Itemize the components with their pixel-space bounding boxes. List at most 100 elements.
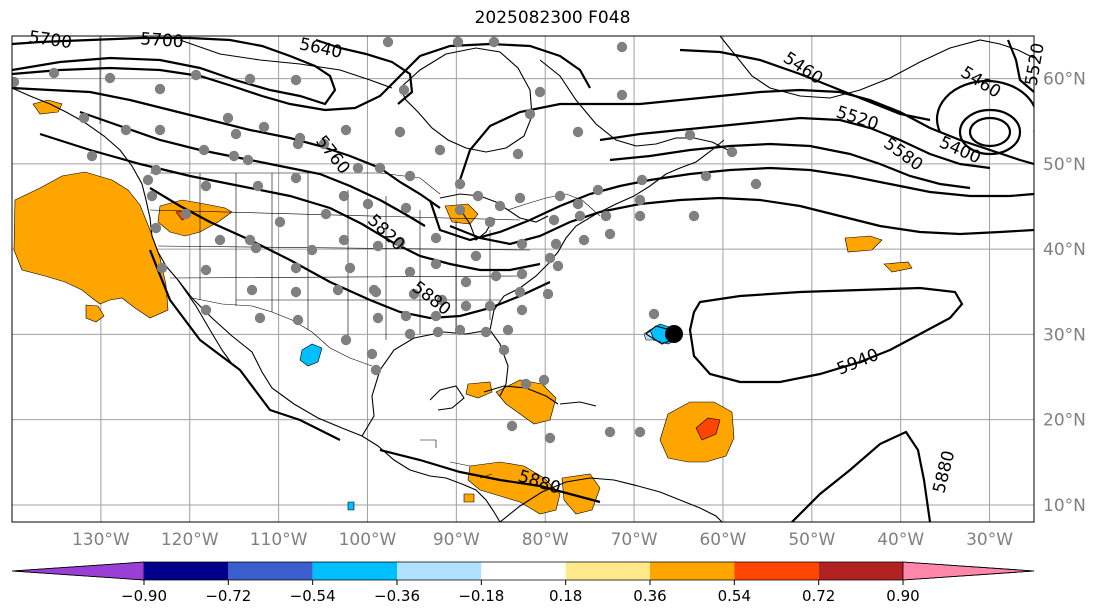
colorbar-bin [144, 562, 229, 580]
lon-tick-label: 80°W [522, 530, 569, 550]
contour-5460-low [935, 79, 1034, 133]
station-marker [86, 150, 98, 162]
station-marker [104, 72, 116, 84]
station-marker [150, 222, 162, 234]
coastline-arctic [179, 39, 393, 89]
lon-tick-label: 30°W [966, 530, 1013, 550]
anomaly-region-atlantic-tropical-core [695, 417, 721, 441]
colorbar-bin [397, 562, 482, 580]
station-marker [548, 214, 560, 226]
station-marker [452, 36, 464, 48]
station-marker [634, 194, 646, 206]
station-marker [400, 310, 412, 322]
contour-5640-loop [315, 38, 414, 105]
station-marker [320, 208, 332, 220]
lon-tick-label: 100°W [339, 530, 397, 550]
station-marker [430, 232, 442, 244]
station-marker [142, 174, 154, 186]
station-marker [156, 262, 168, 274]
station-marker [430, 310, 442, 322]
station-marker [352, 162, 364, 174]
lat-tick-label: 30°N [1043, 325, 1086, 345]
anomaly-region-alaska [32, 99, 63, 115]
station-marker [572, 198, 584, 210]
station-marker [554, 190, 566, 202]
station-marker [534, 86, 546, 98]
station-marker [648, 308, 660, 320]
station-marker [634, 426, 646, 438]
station-marker [700, 170, 712, 182]
anomaly-region-pacific-mexico [347, 501, 355, 511]
station-marker [552, 260, 564, 272]
station-marker [200, 264, 212, 276]
map-frame [11, 35, 1035, 523]
station-marker [572, 126, 584, 138]
lon-tick-label: 40°W [877, 530, 924, 550]
colorbar-tick-label: −0.72 [205, 587, 251, 605]
station-marker [538, 374, 550, 386]
anomaly-region-central-america [467, 461, 561, 515]
station-marker [200, 304, 212, 316]
contour-5880-atlantic [791, 430, 932, 522]
station-marker [604, 426, 616, 438]
station-marker [542, 288, 554, 300]
station-marker [472, 190, 484, 202]
coastline-baja [177, 279, 233, 365]
station-marker [408, 288, 420, 300]
contour-5400-low-2 [968, 116, 1012, 148]
coastline-greenland [719, 36, 1034, 99]
station-marker [600, 210, 612, 222]
station-marker [592, 184, 604, 196]
anomaly-region-texas [299, 343, 323, 367]
anomaly-region-pacific-small [85, 304, 105, 323]
colorbar-tick-label: 0.90 [886, 587, 919, 605]
station-marker [254, 312, 266, 324]
station-marker [634, 210, 646, 222]
station-marker [454, 324, 466, 336]
colorbar-bin [481, 562, 566, 580]
station-marker [190, 69, 202, 81]
colorbar [11, 561, 1035, 581]
station-marker [394, 126, 406, 138]
station-marker [154, 83, 166, 95]
station-marker [574, 210, 586, 222]
anomaly-region-caribbean [465, 381, 493, 399]
station-marker [48, 67, 60, 79]
station-marker [512, 148, 524, 160]
lon-tick-label: 60°W [699, 530, 746, 550]
contour-5520-east [1006, 39, 1034, 93]
lat-tick-label: 50°N [1043, 155, 1086, 175]
station-marker [292, 314, 304, 326]
station-marker [246, 284, 258, 296]
station-marker [520, 378, 532, 390]
colorbar-bin [818, 562, 903, 580]
anomaly-region-great-basin [157, 199, 233, 237]
lon-tick-label: 90°W [433, 530, 480, 550]
anomaly-region-atlantic-east-2 [883, 261, 913, 273]
contour-trough-1 [458, 88, 1034, 181]
coastline-yucatan [429, 385, 465, 411]
station-marker [332, 284, 344, 296]
contour-5760 [12, 86, 441, 209]
station-marker [274, 216, 286, 228]
station-marker [480, 326, 492, 338]
station-marker [290, 286, 302, 298]
colorbar-bin [312, 562, 397, 580]
contour-5760-b [79, 110, 426, 227]
station-marker [454, 204, 466, 216]
colorbar-tick-labels: −0.90 −0.72 −0.54 −0.36 −0.18 0.18 0.36 0.54 0.7… [121, 580, 920, 605]
station-marker [228, 150, 240, 162]
colorbar-bin [228, 562, 313, 580]
station-marker [506, 420, 518, 432]
station-marker [404, 170, 416, 182]
colorbar-tick-label: −0.54 [290, 587, 336, 605]
station-marker [400, 202, 412, 214]
lat-tick-label: 40°N [1043, 240, 1086, 260]
map-title: 2025082300 F048 [474, 8, 631, 28]
station-marker [398, 84, 410, 96]
station-marker [460, 300, 472, 312]
coastline-hudson-bay [399, 47, 533, 153]
station-marker [290, 74, 302, 86]
station-marker [616, 89, 628, 101]
